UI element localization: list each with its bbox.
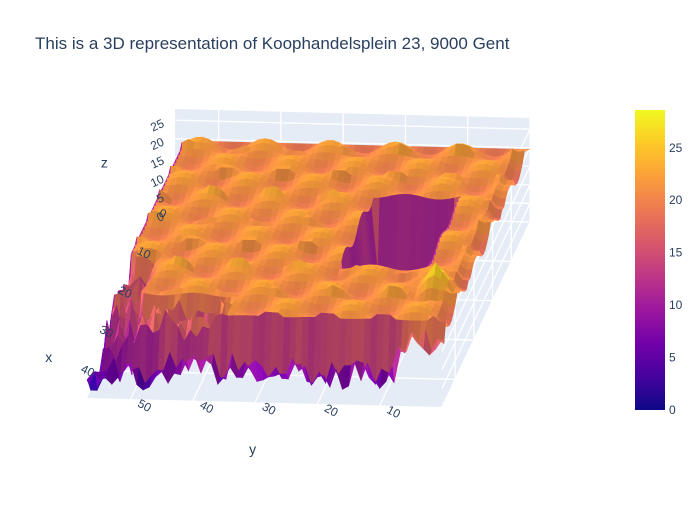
colorbar: 0 5 10 15 20 25: [635, 110, 683, 417]
y-axis-title: y: [249, 441, 256, 457]
colorbar-gradient: [635, 110, 665, 410]
z-axis-title: z: [101, 154, 108, 170]
z-tick-label: 25: [148, 116, 166, 134]
colorbar-tick-label: 20: [669, 193, 683, 207]
colorbar-tick-label: 25: [669, 141, 683, 155]
colorbar-tick-label: 5: [669, 351, 676, 365]
x-axis-title: x: [45, 349, 52, 365]
z-tick-label: 15: [148, 153, 166, 171]
colorbar-tick-label: 10: [669, 298, 683, 312]
colorbar-tick-label: 15: [669, 246, 683, 260]
chart-title: This is a 3D representation of Koophande…: [35, 34, 509, 54]
z-tick-label: 20: [148, 135, 166, 153]
colorbar-tick-label: 0: [669, 403, 676, 417]
